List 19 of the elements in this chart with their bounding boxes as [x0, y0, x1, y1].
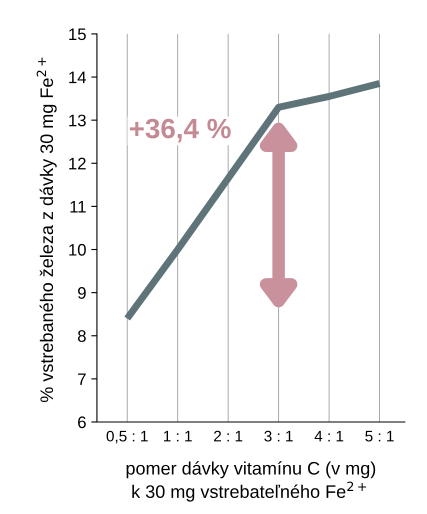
x-tick-label: 0,5 : 1	[106, 430, 148, 444]
x-tick-label: 3 : 1	[264, 430, 293, 442]
x-tick-label: 4 : 1	[314, 430, 344, 442]
y-axis-title: % vstrebaného železa z dávky 30 mg Fe$^{2+}$	[36, 58, 57, 402]
x-tick-label: 5 : 1	[365, 430, 394, 442]
y-tick-label: 12	[69, 158, 86, 170]
y-tick-label: 14	[69, 72, 86, 84]
y-tick-label: 6	[78, 416, 86, 428]
y-tick-label: 13	[69, 114, 86, 126]
y-tick-label: 8	[78, 330, 86, 342]
y-tick-label: 11	[70, 200, 86, 212]
annotation: +36,4 %	[130, 118, 231, 142]
x-axis-title: pomer dávky vitamínu C (v mg) k 30 mg vstrebateľného Fe$^{2+}$	[126, 461, 376, 502]
y-tick-label: 10	[69, 244, 86, 256]
x-tick-label: 1 : 1	[164, 430, 192, 442]
y-tick-label: 9	[78, 287, 86, 299]
y-tick-label: 15	[69, 28, 86, 40]
x-tick-label: 2 : 1	[214, 430, 242, 442]
y-tick-label: 7	[78, 373, 86, 385]
